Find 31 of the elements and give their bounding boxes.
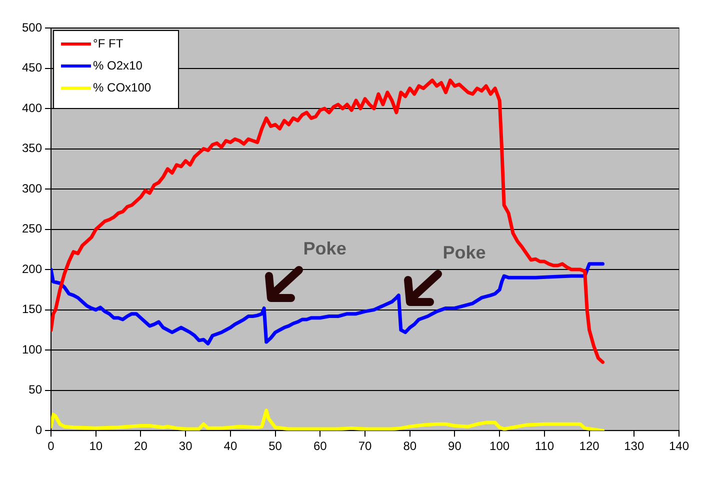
y-tick-label: 100 [22,342,42,356]
y-tick-label: 500 [22,20,42,34]
y-tick-label: 150 [22,302,42,316]
y-tick-label: 50 [28,382,42,397]
x-tick-label: 20 [134,439,148,454]
y-tick-label: 350 [22,141,42,156]
x-tick-label: 130 [624,439,644,454]
x-tick-label: 0 [48,439,55,454]
x-tick-label: 50 [268,439,282,454]
x-tick-label: 80 [403,439,417,454]
annotation: Poke [442,242,486,262]
x-tick-label: 10 [89,439,103,454]
x-tick-label: 70 [358,439,372,454]
y-tick-label: 300 [22,181,42,196]
x-tick-label: 60 [313,439,328,454]
x-tick-label: 30 [178,439,193,454]
x-tick-label: 90 [448,439,462,454]
x-tick-label: 40 [224,439,238,454]
legend-label: °F FT [93,36,124,50]
x-tick-label: 100 [490,439,510,454]
y-tick-label: 450 [22,60,42,75]
y-tick-label: 200 [22,262,42,276]
y-tick-label: 400 [22,100,42,115]
legend-label: % O2x10 [93,58,143,72]
annotation: Poke [303,238,346,258]
legend-label: % COx100 [93,80,152,94]
x-tick-label: 120 [579,439,600,454]
x-tick-label: 110 [534,439,554,454]
y-tick-label: 0 [35,422,42,437]
y-tick-label: 250 [22,222,42,236]
x-tick-label: 140 [668,439,690,454]
